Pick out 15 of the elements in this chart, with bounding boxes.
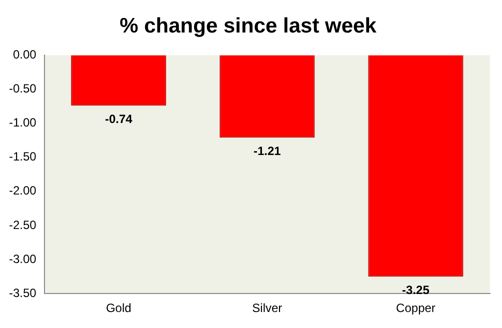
y-tick-label: -3.00 (8, 252, 37, 266)
y-tick-label: -0.50 (8, 82, 37, 96)
y-tick-label: 0.00 (12, 48, 37, 62)
x-tick-label: Gold (106, 301, 132, 316)
x-tick-label: Silver (252, 301, 282, 316)
y-tick-label: -2.50 (8, 218, 37, 232)
data-label: -3.25 (402, 282, 430, 297)
chart-title: % change since last week (120, 14, 377, 38)
data-label: -0.74 (104, 112, 133, 126)
x-tick-label: Copper (396, 301, 436, 316)
y-tick-label: -2.00 (8, 184, 37, 198)
y-tick-label: -1.50 (8, 150, 37, 164)
y-tick-label: -3.50 (8, 286, 37, 300)
y-tick-label: -1.00 (8, 116, 37, 130)
data-label: -1.21 (253, 144, 282, 158)
